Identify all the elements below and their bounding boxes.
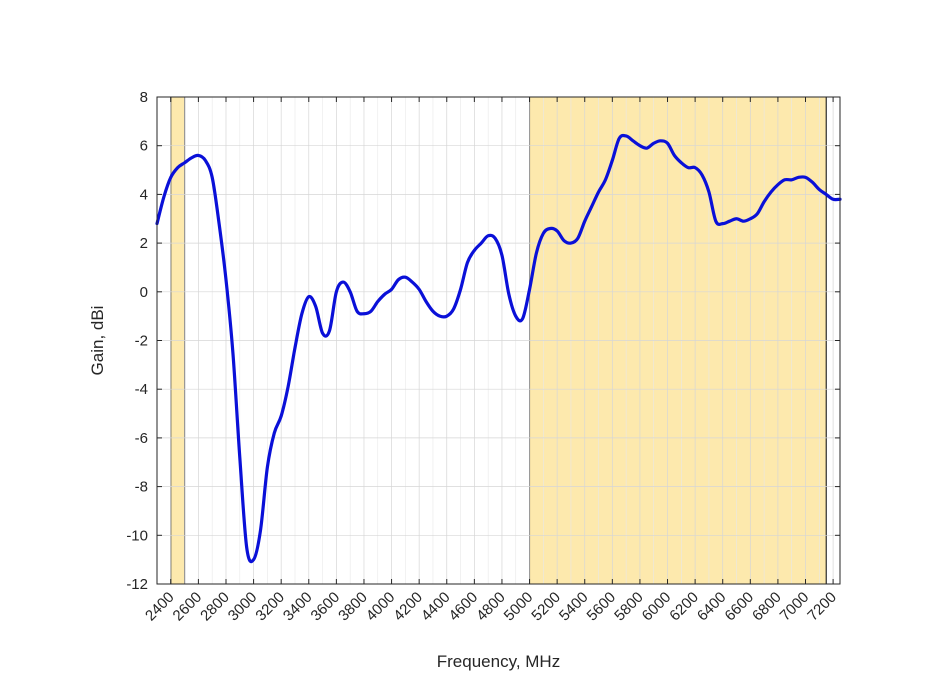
y-tick-label: -8 xyxy=(135,479,148,496)
y-tick-label: 4 xyxy=(140,186,148,203)
y-tick-label: 0 xyxy=(140,284,148,301)
y-tick-label: 6 xyxy=(140,138,148,155)
y-tick-label: -2 xyxy=(135,333,148,350)
x-axis-label: Frequency, MHz xyxy=(437,652,560,671)
y-tick-label: 2 xyxy=(140,235,148,252)
axis-ticks xyxy=(157,96,840,585)
y-tick-label: -10 xyxy=(126,527,148,544)
y-tick-label: -12 xyxy=(126,576,148,593)
y-tick-label: -4 xyxy=(135,381,148,398)
series-layer xyxy=(155,133,842,564)
y-tick-label: -6 xyxy=(135,430,148,447)
gain-series-line xyxy=(155,133,842,564)
y-tick-label: 8 xyxy=(140,89,148,106)
y-axis-label: Gain, dBi xyxy=(88,306,107,376)
y-tick-labels: -12 -10 -8 -6 -4 -2 0 2 4 6 8 xyxy=(126,89,148,593)
